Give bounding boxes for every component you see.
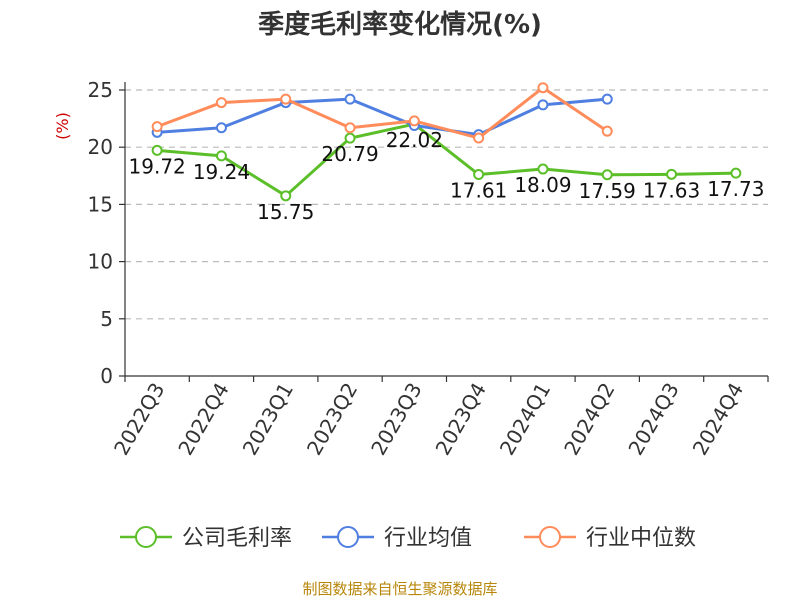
series-line (156, 86, 609, 140)
data-point (666, 168, 678, 180)
data-labels: 19.72 19.24 15.75 20.79 22.02 17.61 18.09 17.59… (129, 128, 765, 224)
data-point (280, 190, 292, 202)
x-tick-label: 2024Q3 (623, 379, 683, 460)
data-point (344, 93, 356, 105)
data-point (537, 99, 549, 111)
data-label: 20.79 (321, 142, 378, 166)
y-tick-label: 10 (88, 250, 113, 274)
legend-marker (539, 526, 561, 548)
legend-marker (337, 526, 359, 548)
y-tick-label: 0 (100, 364, 113, 388)
y-tick-label: 15 (88, 192, 113, 216)
legend: 公司毛利率 行业均值 行业中位数 (120, 526, 696, 551)
source-note: 制图数据来自恒生聚源数据库 (302, 580, 497, 598)
data-point (151, 144, 163, 156)
x-tick-label: 2023Q4 (431, 379, 491, 460)
y-tick-label: 5 (100, 307, 113, 331)
legend-label: 行业均值 (384, 526, 472, 551)
legend-item[interactable]: 行业均值 (322, 526, 472, 551)
legend-item[interactable]: 公司毛利率 (120, 526, 292, 551)
data-point (473, 169, 485, 181)
data-point (215, 150, 227, 162)
series-lines (151, 82, 742, 202)
y-tick-label: 25 (88, 78, 113, 102)
data-point (151, 121, 163, 133)
legend-label: 公司毛利率 (182, 526, 292, 551)
data-label: 19.72 (129, 154, 186, 178)
data-point (601, 93, 613, 105)
y-axis-unit: (%) (53, 112, 72, 140)
series-line (157, 122, 736, 198)
data-point (344, 122, 356, 134)
legend-item[interactable]: 行业中位数 (524, 526, 696, 551)
data-label: 22.02 (386, 128, 443, 152)
data-label: 17.63 (643, 178, 700, 202)
x-tick-label: 2024Q2 (559, 379, 619, 460)
data-label: 17.73 (707, 177, 764, 201)
x-tick-label: 2023Q2 (302, 379, 362, 460)
data-label: 18.09 (514, 173, 571, 197)
x-tick-label: 2023Q1 (238, 379, 298, 460)
data-point (537, 82, 549, 94)
series-3 (151, 82, 613, 144)
data-point (473, 132, 485, 144)
chart-title: 季度毛利率变化情况(%) (258, 9, 542, 40)
x-tick-label: 2022Q4 (173, 379, 233, 460)
data-point (280, 93, 292, 105)
legend-marker (135, 526, 157, 548)
grid-lines (125, 89, 768, 320)
legend-label: 行业中位数 (586, 526, 696, 551)
data-point (537, 163, 549, 175)
data-label: 17.61 (450, 179, 507, 203)
x-tick-label: 2024Q4 (688, 379, 748, 460)
series-1 (151, 118, 742, 202)
y-tick-label: 20 (88, 135, 113, 159)
x-tick-label: 2022Q3 (109, 379, 169, 460)
x-tick-label: 2023Q3 (366, 379, 426, 460)
series-line (157, 97, 608, 137)
data-point (730, 167, 742, 179)
x-tick-label: 2024Q1 (495, 379, 555, 460)
data-point (408, 115, 420, 127)
data-point (344, 132, 356, 144)
data-label: 15.75 (257, 200, 314, 224)
data-point (601, 169, 613, 181)
data-point (215, 97, 227, 109)
data-label: 17.59 (579, 179, 636, 203)
data-label: 19.24 (193, 160, 250, 184)
data-point (601, 125, 613, 137)
data-point (215, 122, 227, 134)
